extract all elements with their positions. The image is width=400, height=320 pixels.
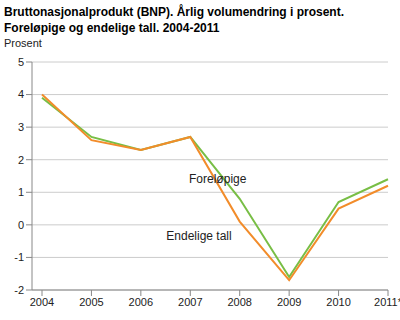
svg-text:2008: 2008 xyxy=(227,296,251,308)
svg-text:2009: 2009 xyxy=(277,296,301,308)
svg-text:2007: 2007 xyxy=(178,296,202,308)
svg-text:2010: 2010 xyxy=(326,296,350,308)
svg-text:0: 0 xyxy=(18,219,24,231)
svg-text:Foreløpige: Foreløpige xyxy=(189,172,247,186)
html-text:Bruttonasjonalprodukt (BNP). Å: Bruttonasjonalprodukt (BNP). Årlig volum… xyxy=(4,5,344,35)
svg-text:2004: 2004 xyxy=(30,296,54,308)
svg-text:2011*: 2011* xyxy=(374,296,392,308)
svg-text:3: 3 xyxy=(18,121,24,133)
svg-text:-1: -1 xyxy=(14,251,24,263)
svg-text:2: 2 xyxy=(18,154,24,166)
svg-text:Endelige tall: Endelige tall xyxy=(166,229,231,243)
svg-text:-2: -2 xyxy=(14,284,24,296)
html-text:Prosent: Prosent xyxy=(4,37,42,49)
svg-text:4: 4 xyxy=(18,88,24,100)
svg-text:5: 5 xyxy=(18,56,24,68)
svg-text:2005: 2005 xyxy=(79,296,103,308)
svg-text:1: 1 xyxy=(18,186,24,198)
svg-text:2006: 2006 xyxy=(129,296,153,308)
